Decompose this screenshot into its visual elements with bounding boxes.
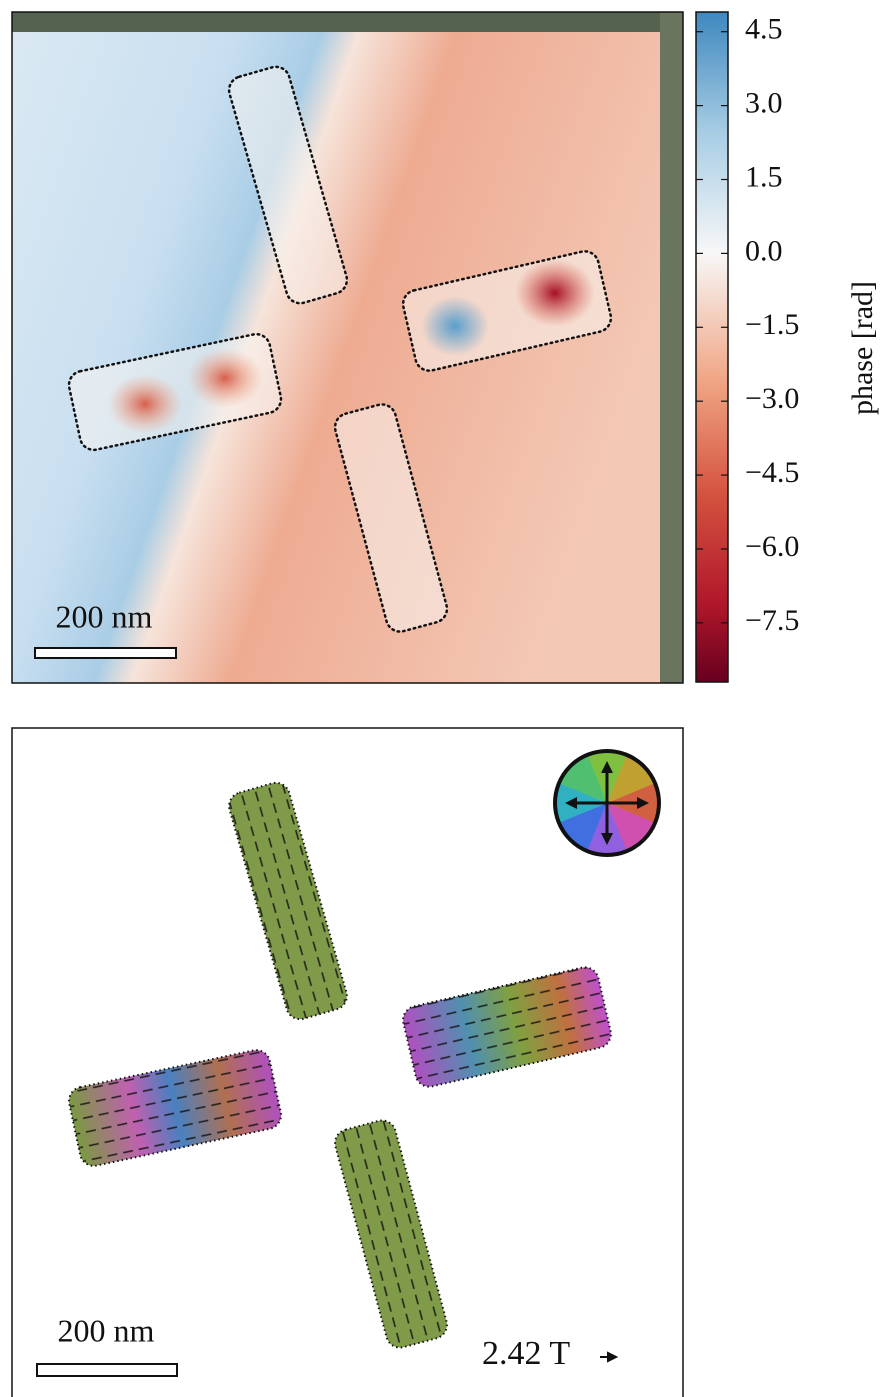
colorbar-tick-label: −4.5 — [745, 456, 799, 489]
scale-bar-label: 200 nm — [56, 598, 153, 634]
phase-spot — [107, 374, 183, 434]
colorbar-tick-label: −1.5 — [745, 308, 799, 341]
colorbar-tick-label: −3.0 — [745, 382, 799, 415]
phase-image — [12, 12, 683, 683]
image-border-strip — [660, 12, 683, 683]
colorbar-tick-label: 1.5 — [745, 160, 783, 193]
scale-bar — [35, 648, 176, 658]
scale-bar — [37, 1364, 177, 1376]
colorbar-tick-label: −6.0 — [745, 530, 799, 563]
colorbar — [696, 12, 728, 682]
phase-spot — [421, 296, 489, 356]
arrow-scale-label: 2.42 T — [482, 1335, 570, 1372]
colorbar-tick-label: 4.5 — [745, 13, 783, 46]
panels: 200 nm 4.5 3.0 1.5 0.0 −1.5 −3.0 −4.5 −6.0 −7.5 ph… — [12, 12, 879, 1397]
scale-bar-label: 200 nm — [58, 1312, 155, 1348]
colorbar-tick-label: −7.5 — [745, 604, 799, 637]
colorbar-tick-label: 0.0 — [745, 234, 783, 267]
phase-spot — [515, 259, 595, 327]
colorbar-label: phase [rad] — [846, 281, 879, 415]
figure: 200 nm 4.5 3.0 1.5 0.0 −1.5 −3.0 −4.5 −6.0 −7.5 ph… — [0, 0, 881, 1397]
image-border-strip — [12, 12, 683, 32]
colorbar-tick-label: 3.0 — [745, 86, 783, 119]
phase-spot — [187, 348, 263, 408]
